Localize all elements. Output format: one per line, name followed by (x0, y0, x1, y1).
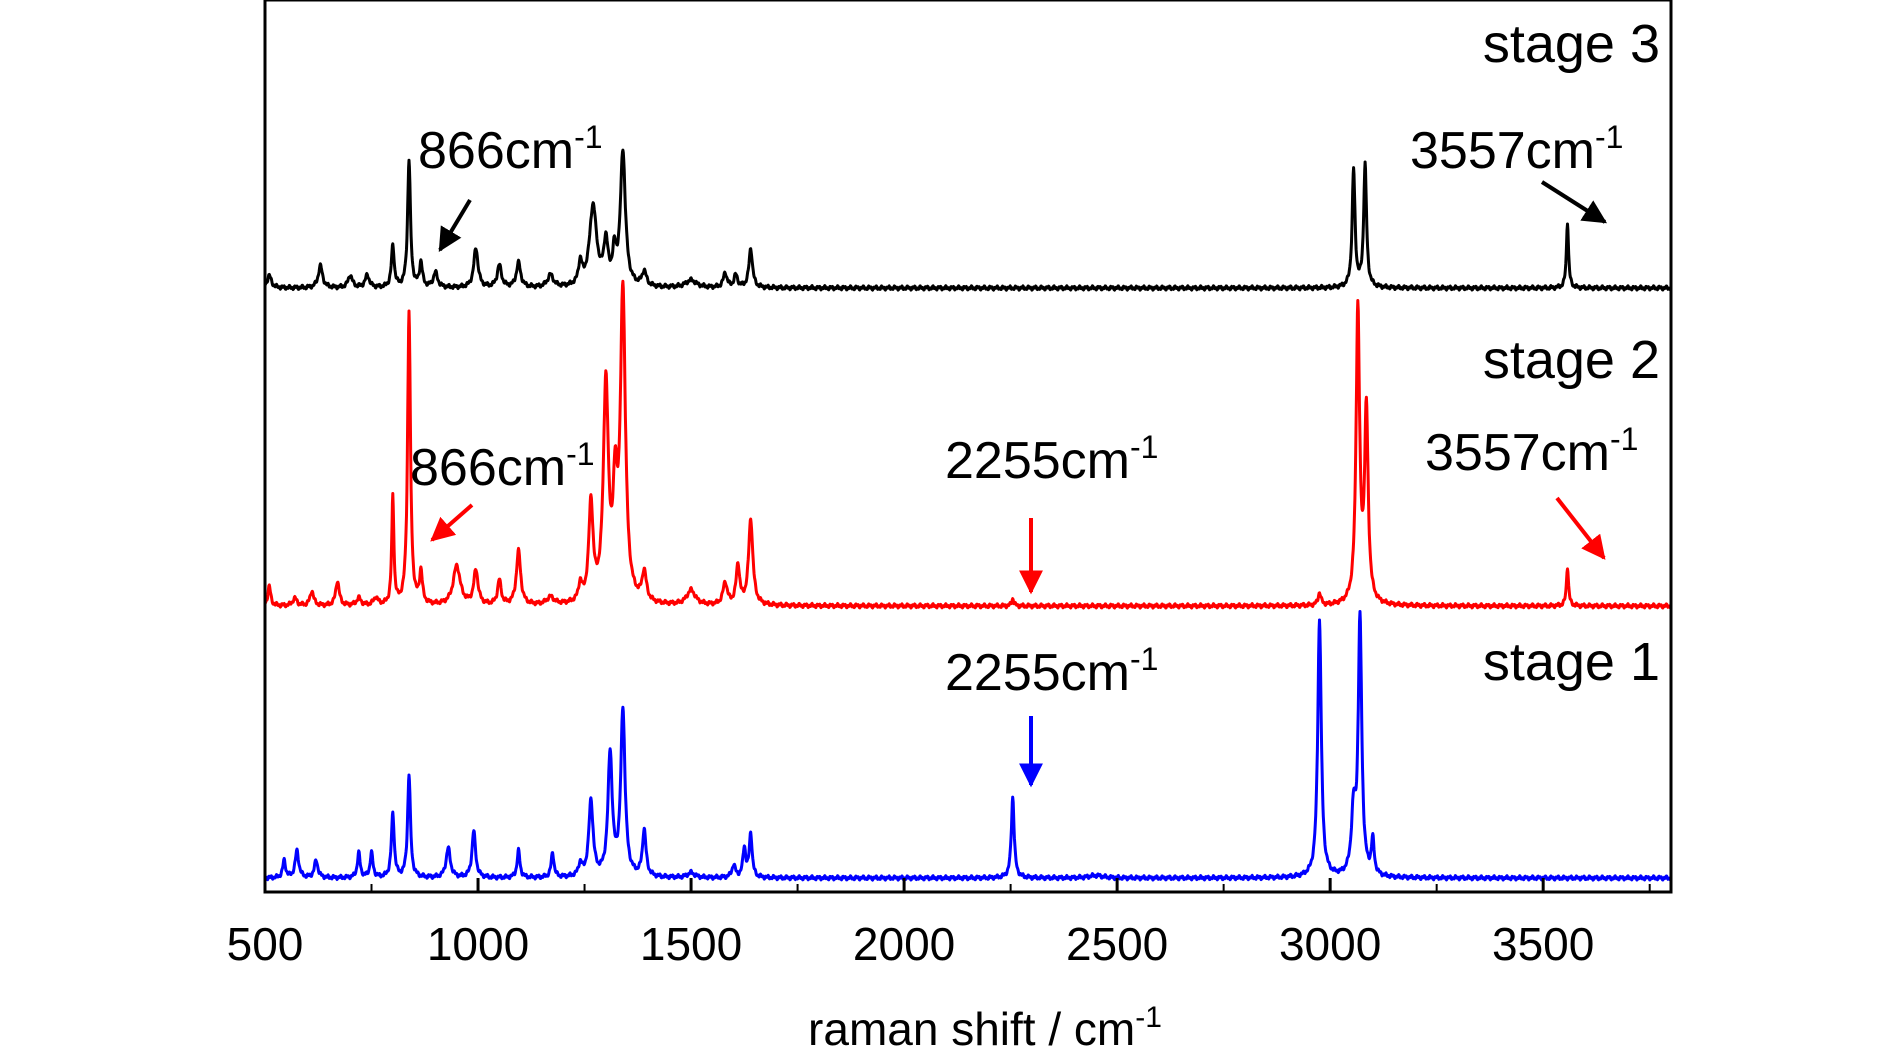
x-tick-label: 3000 (1279, 918, 1381, 970)
x-tick-label: 1000 (427, 918, 529, 970)
peak-arrow-stage-2-3557 (1555, 496, 1606, 560)
x-tick-label: 1500 (640, 918, 742, 970)
x-tick-label: 2500 (1066, 918, 1168, 970)
peak-label-stage-2-3557: 3557cm-1 (1425, 421, 1638, 482)
spectrum-line-stage-3 (263, 148, 1673, 292)
x-axis-title-superscript: -1 (1135, 1001, 1162, 1034)
x-tick-label: 2000 (853, 918, 955, 970)
plot-frame (263, 0, 1673, 894)
peak-label-stage-3-866: 866cm-1 (418, 119, 603, 180)
stage-labels: stage 3 stage 2 stage 1 (1483, 14, 1660, 692)
peak-label-stage-1-2255: 2255cm-1 (945, 641, 1158, 702)
x-tick-label: 500 (227, 918, 304, 970)
peak-label-stage-3-3557: 3557cm-1 (1410, 119, 1623, 180)
x-axis-title-text: raman shift / cm (808, 1003, 1135, 1055)
peak-annotations: 866cm-1 3557cm-1 866cm-1 2255cm-1 3557cm-1 22… (410, 119, 1638, 788)
x-tick-label: 3500 (1492, 918, 1594, 970)
peak-arrow-stage-2-866 (430, 503, 474, 542)
spectrum-line-stage-2 (263, 279, 1673, 610)
spectra-lines (263, 148, 1673, 882)
spectrum-line-stage-1 (263, 610, 1673, 882)
peak-label-stage-2-866: 866cm-1 (410, 436, 595, 497)
peak-arrow-stage-3-866 (438, 198, 472, 253)
stage-label-stage-3: stage 3 (1483, 14, 1660, 74)
peak-arrow-stage-3-3557 (1540, 180, 1608, 224)
x-axis-title: raman shift / cm-1 (808, 1001, 1162, 1055)
peak-label-stage-2-2255: 2255cm-1 (945, 429, 1158, 490)
stage-label-stage-1: stage 1 (1483, 632, 1660, 692)
x-axis: 500 1000 1500 2000 2500 3000 3500 (227, 878, 1651, 970)
stage-label-stage-2: stage 2 (1483, 330, 1660, 390)
